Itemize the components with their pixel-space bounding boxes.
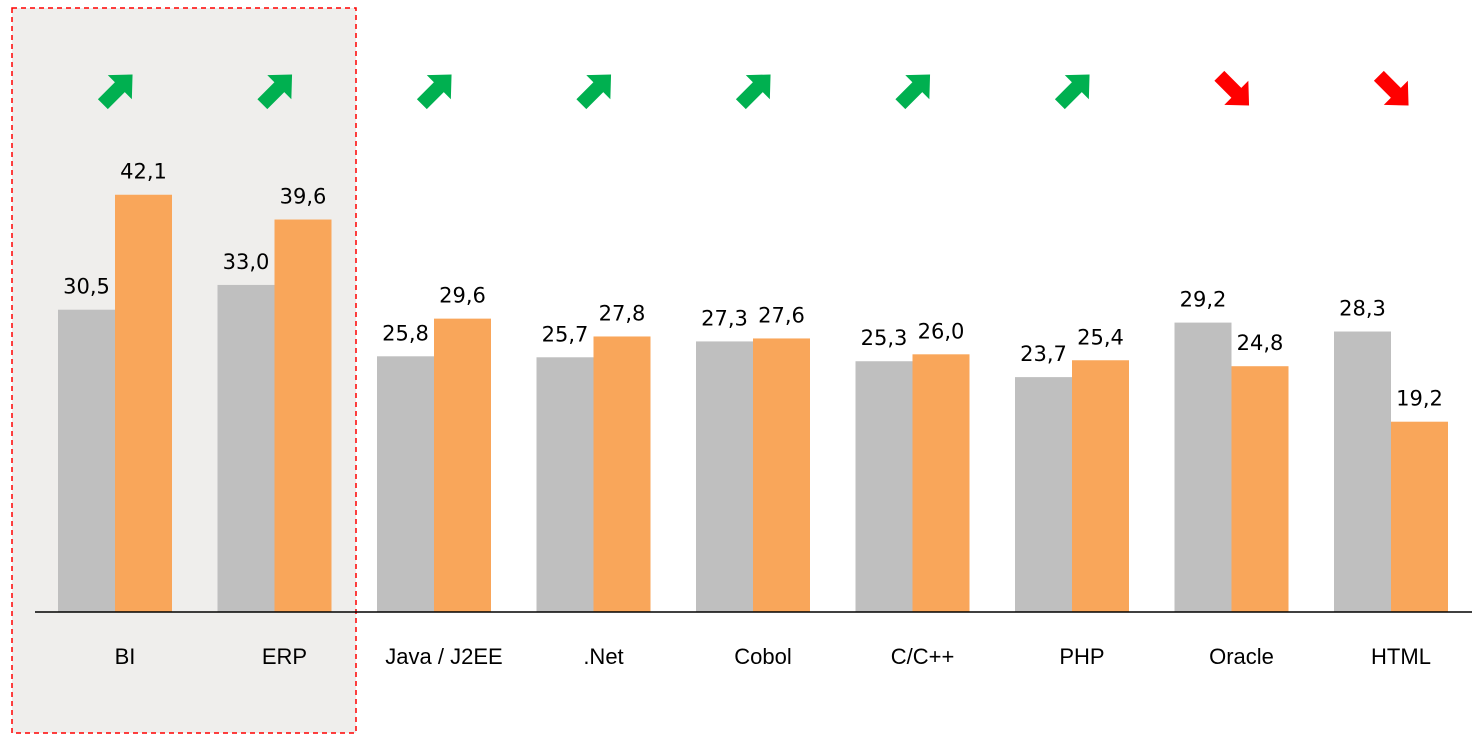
data-label: 30,5: [63, 275, 110, 299]
bar: [593, 336, 651, 612]
bar: [696, 341, 753, 612]
bar: [912, 354, 970, 612]
data-label: 27,6: [758, 303, 805, 327]
bar: [217, 284, 275, 612]
arrow-shape: [97, 74, 133, 110]
bar: [753, 338, 810, 612]
arrow-shape: [576, 74, 612, 110]
bar: [536, 357, 594, 612]
bar: [1391, 421, 1448, 612]
data-label: 26,0: [918, 319, 965, 343]
bar: [377, 356, 434, 612]
x-tick-label: PHP: [1059, 644, 1104, 669]
bar: [1231, 366, 1289, 612]
data-label: 33,0: [223, 250, 270, 274]
arrow-shape: [416, 74, 452, 110]
data-label: 25,7: [542, 322, 589, 346]
data-label: 29,2: [1180, 288, 1227, 312]
arrow-shape: [735, 74, 771, 110]
bar: [58, 309, 115, 612]
data-label: 23,7: [1020, 342, 1067, 366]
x-tick-label: Java / J2EE: [385, 644, 502, 669]
data-label: 39,6: [280, 185, 327, 209]
data-label: 29,6: [439, 284, 486, 308]
trend-arrow: [1054, 74, 1090, 110]
bar: [1174, 322, 1232, 612]
x-tick-label: HTML: [1371, 644, 1431, 669]
arrow-shape: [1054, 74, 1090, 110]
arrow-shape: [1373, 70, 1409, 106]
trend-arrow: [97, 74, 133, 110]
bar: [855, 361, 913, 612]
x-tick-label: .Net: [583, 644, 623, 669]
data-label: 27,8: [599, 301, 646, 325]
bar: [1015, 377, 1072, 612]
trend-arrow: [735, 74, 771, 110]
x-tick-label: Oracle: [1209, 644, 1274, 669]
trend-arrow: [257, 74, 293, 110]
trend-arrow: [576, 74, 612, 110]
trend-arrow: [416, 74, 452, 110]
data-label: 28,3: [1339, 297, 1386, 321]
data-label: 25,3: [861, 326, 908, 350]
data-label: 19,2: [1396, 387, 1443, 411]
trend-arrow: [1214, 70, 1250, 106]
data-label: 42,1: [120, 160, 167, 184]
data-label: 25,4: [1077, 325, 1124, 349]
bar: [1072, 360, 1129, 612]
data-label: 24,8: [1237, 331, 1284, 355]
x-tick-label: Cobol: [734, 644, 791, 669]
bar: [434, 318, 491, 612]
bar: [1334, 331, 1391, 612]
data-label: 27,3: [701, 306, 748, 330]
trend-arrow: [1373, 70, 1409, 106]
data-label: 25,8: [382, 321, 429, 345]
x-tick-label: ERP: [262, 644, 307, 669]
bar: [274, 219, 332, 612]
arrow-shape: [257, 74, 293, 110]
trend-arrow: [895, 74, 931, 110]
arrow-shape: [1214, 70, 1250, 106]
x-tick-label: C/C++: [891, 644, 955, 669]
arrow-shape: [895, 74, 931, 110]
bar: [115, 194, 172, 612]
x-tick-label: BI: [115, 644, 136, 669]
